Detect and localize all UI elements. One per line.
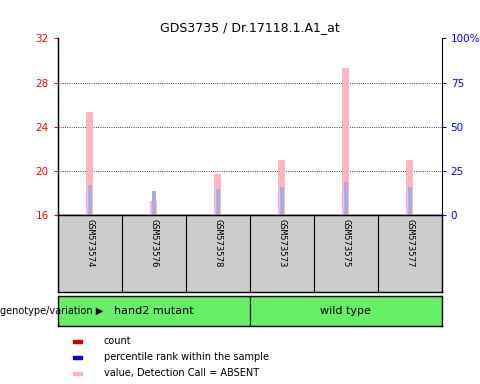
Bar <box>216 189 219 215</box>
Bar <box>408 187 411 215</box>
Bar <box>73 356 82 359</box>
Text: percentile rank within the sample: percentile rank within the sample <box>104 353 269 362</box>
Text: GSM573576: GSM573576 <box>149 219 158 267</box>
Bar <box>344 182 348 215</box>
Bar <box>406 160 413 215</box>
Text: GSM573578: GSM573578 <box>213 219 222 267</box>
Text: count: count <box>104 336 132 346</box>
Bar <box>150 201 157 215</box>
Text: GSM573574: GSM573574 <box>85 219 94 267</box>
Bar <box>280 187 284 215</box>
Bar <box>86 113 94 215</box>
Text: wild type: wild type <box>320 306 371 316</box>
Bar <box>88 185 92 215</box>
Text: GSM573573: GSM573573 <box>277 219 286 267</box>
Bar <box>342 68 349 215</box>
FancyBboxPatch shape <box>58 296 250 326</box>
Text: GSM573575: GSM573575 <box>341 219 350 267</box>
Text: hand2 mutant: hand2 mutant <box>114 306 193 316</box>
FancyBboxPatch shape <box>250 296 442 326</box>
Title: GDS3735 / Dr.17118.1.A1_at: GDS3735 / Dr.17118.1.A1_at <box>160 22 339 35</box>
Bar <box>73 340 82 343</box>
Text: value, Detection Call = ABSENT: value, Detection Call = ABSENT <box>104 368 259 378</box>
Bar <box>152 191 156 215</box>
Bar <box>73 372 82 375</box>
Text: genotype/variation ▶: genotype/variation ▶ <box>0 306 103 316</box>
Bar <box>278 160 286 215</box>
Text: GSM573577: GSM573577 <box>405 219 414 267</box>
Bar <box>214 174 221 215</box>
